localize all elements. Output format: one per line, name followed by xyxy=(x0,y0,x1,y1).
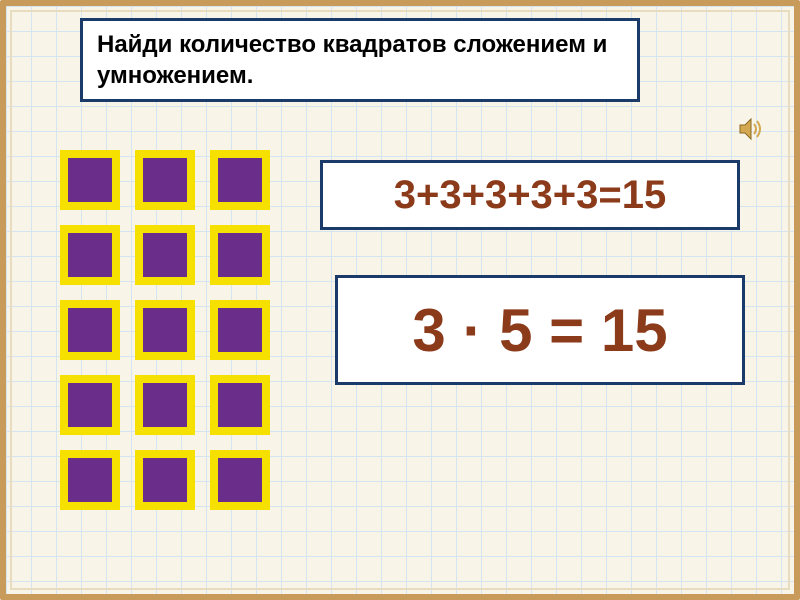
grid-square xyxy=(135,150,195,210)
grid-square xyxy=(60,375,120,435)
sound-icon[interactable] xyxy=(737,115,765,143)
grid-square xyxy=(135,300,195,360)
grid-square xyxy=(210,375,270,435)
grid-square xyxy=(135,225,195,285)
grid-square xyxy=(60,450,120,510)
multiplication-equation: 3 · 5 = 15 xyxy=(412,296,667,365)
grid-square xyxy=(60,300,120,360)
instruction-box: Найди количество квадратов сложением и у… xyxy=(80,18,640,102)
instruction-text: Найди количество квадратов сложением и у… xyxy=(97,31,607,89)
grid-square xyxy=(60,225,120,285)
squares-grid xyxy=(60,150,270,510)
grid-square xyxy=(210,150,270,210)
addition-equation: 3+3+3+3+3=15 xyxy=(394,173,667,218)
addition-equation-box: 3+3+3+3+3=15 xyxy=(320,160,740,230)
grid-square xyxy=(210,450,270,510)
multiplication-equation-box: 3 · 5 = 15 xyxy=(335,275,745,385)
grid-square xyxy=(135,375,195,435)
grid-square xyxy=(60,150,120,210)
grid-square xyxy=(210,300,270,360)
grid-square xyxy=(135,450,195,510)
grid-square xyxy=(210,225,270,285)
